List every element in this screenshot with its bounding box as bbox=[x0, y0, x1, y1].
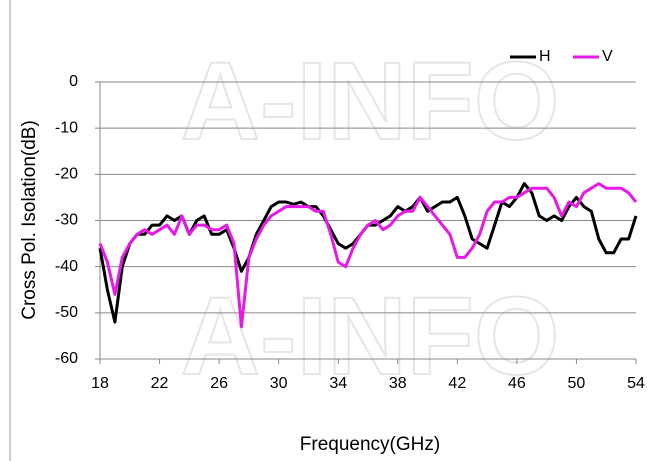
x-axis-label: Frequency(GHz) bbox=[300, 434, 440, 455]
x-tick-label: 30 bbox=[270, 375, 288, 392]
y-tick-label: -10 bbox=[55, 119, 78, 136]
y-tick-label: -60 bbox=[55, 350, 78, 367]
y-tick-label: -30 bbox=[55, 212, 78, 229]
y-axis-label: Cross Pol. Isolation(dB) bbox=[19, 120, 40, 320]
x-tick-label: 18 bbox=[91, 375, 109, 392]
watermark: A-INFO bbox=[181, 275, 560, 398]
y-tick-label: -40 bbox=[55, 258, 78, 275]
x-tick-label: 34 bbox=[329, 375, 347, 392]
x-tick-label: 38 bbox=[389, 375, 407, 392]
x-tick-label: 50 bbox=[568, 375, 586, 392]
watermark: A-INFO bbox=[181, 40, 560, 163]
y-tick-label: 0 bbox=[69, 73, 78, 90]
x-tick-label: 22 bbox=[151, 375, 169, 392]
x-tick-label: 46 bbox=[508, 375, 526, 392]
x-tick-label: 26 bbox=[210, 375, 228, 392]
x-tick-label: 54 bbox=[627, 375, 645, 392]
y-tick-label: -20 bbox=[55, 166, 78, 183]
legend-label: V bbox=[602, 48, 613, 65]
series-line bbox=[98, 182, 638, 329]
x-tick-label: 42 bbox=[448, 375, 466, 392]
y-tick-label: -50 bbox=[55, 304, 78, 321]
legend-label: H bbox=[539, 48, 551, 65]
